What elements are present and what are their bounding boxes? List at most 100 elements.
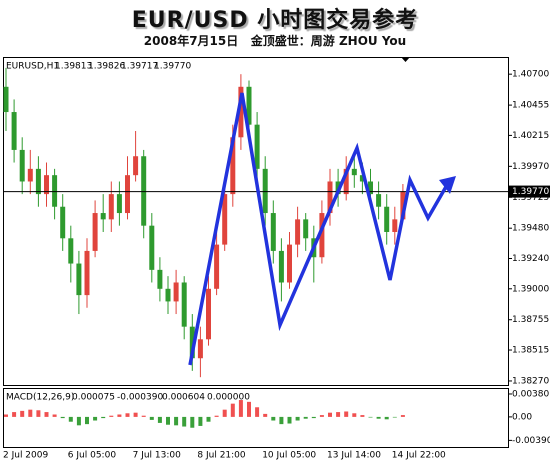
macd-bar [28, 409, 33, 417]
macd-bar [384, 416, 389, 420]
macd-bar [198, 416, 203, 426]
candle-body [295, 219, 301, 245]
macd-bar [141, 415, 146, 417]
candle-body [19, 149, 25, 182]
y-tick-label: 1.38515 [512, 346, 549, 356]
candle-body [262, 168, 268, 214]
title: EUR/USD 小时图交易参考 [131, 8, 419, 33]
candle-body [60, 206, 66, 239]
macd-bar [125, 413, 130, 417]
candle-body [100, 213, 106, 220]
candle-body [368, 181, 373, 195]
macd-bar [230, 403, 235, 417]
shift-marker [401, 57, 410, 62]
x-tick-label: 2 Jul 2009 [3, 451, 48, 461]
macd-bar [279, 416, 284, 425]
candle-body [35, 168, 41, 195]
macd-bar [85, 416, 89, 425]
candle-body [157, 269, 163, 289]
macd-bar [255, 407, 260, 417]
candle-body [108, 194, 114, 220]
macd-bar [376, 416, 381, 419]
candle-body [125, 175, 130, 214]
macd-bar [319, 415, 324, 417]
candle-body [11, 112, 17, 150]
y-tick-label: 1.39970 [512, 162, 549, 172]
macd-bar [20, 410, 25, 417]
candle-body [222, 194, 228, 245]
candle-body [327, 181, 333, 214]
macd-bar [400, 415, 405, 417]
ohlc-header: 1.39717 [121, 62, 158, 72]
macd-header-value: 0.000075 [72, 393, 115, 403]
macd-bar [117, 414, 122, 417]
candle-body [303, 219, 309, 239]
macd-bar [190, 416, 195, 428]
y-tick-label: 0.003807 [512, 389, 550, 399]
macd-bar [36, 410, 41, 417]
macd-bar [328, 412, 332, 417]
candle-body [230, 137, 236, 195]
macd-bar [76, 416, 81, 426]
macd-bar [303, 416, 308, 419]
candle-body [116, 194, 122, 214]
macd-bar [368, 416, 373, 418]
candle-body [44, 175, 49, 195]
candle-body [149, 225, 155, 270]
main-panel [3, 57, 509, 386]
macd-bar [109, 415, 114, 417]
y-tick-label: 1.39240 [512, 254, 549, 264]
last-price-label: 1.39770 [512, 187, 549, 197]
x-tick-label: 10 Jul 05:00 [262, 451, 316, 461]
candle-body [84, 250, 90, 296]
macd-bar [295, 416, 300, 421]
macd-bar [101, 416, 106, 419]
macd-header-value: 0.000000 [207, 393, 250, 403]
macd-bar [133, 412, 138, 417]
last-price-box [508, 185, 550, 198]
y-tick-label: 1.40700 [512, 70, 549, 80]
macd-bar [344, 411, 349, 417]
ohlc-header: 1.39826 [88, 62, 125, 72]
plot-area: 1.40700 1.40455 1.40215 1.39970 1.39725 1.394… [3, 62, 550, 461]
candle-body [392, 219, 398, 232]
symbol-header: EURUSD,H1 [6, 62, 59, 72]
candle-body [343, 168, 349, 195]
x-tick-label: 7 Jul 13:00 [133, 451, 182, 461]
macd-bar [149, 416, 154, 420]
macd-bar [157, 416, 162, 423]
y-tick-label: 1.39000 [512, 284, 549, 294]
ohlc-header: 1.39813 [55, 62, 92, 72]
macd-header-value: 0.000604 [162, 393, 205, 403]
candle-body [214, 244, 220, 289]
macd-bar [214, 415, 219, 417]
macd-header-value: -0.000390 [117, 393, 163, 403]
macd-header: MACD(12,26,9) [6, 393, 74, 403]
candle-body [133, 156, 139, 176]
candle-body [181, 282, 187, 327]
macd-bar [311, 416, 316, 419]
x-tick-label: 6 Jul 05:00 [68, 451, 117, 461]
y-tick-label: 1.38270 [512, 376, 549, 386]
candle-body [3, 86, 9, 113]
candle-body [238, 86, 244, 138]
candle-body [141, 156, 147, 226]
macd-bar [392, 416, 397, 418]
y-tick-label: 1.38755 [512, 315, 549, 325]
macd-bar [352, 413, 357, 417]
candle-body [287, 244, 292, 283]
macd-bar [44, 412, 49, 417]
candle-body [246, 86, 252, 125]
macd-bar [247, 401, 251, 417]
trend-annotation [188, 92, 449, 366]
y-tick-label: 1.40215 [512, 131, 549, 141]
macd-bar [263, 413, 268, 417]
arrow-head [439, 176, 456, 194]
candle-body [189, 326, 195, 359]
macd-bar [222, 409, 227, 417]
x-tick-label: 13 Jul 14:00 [327, 451, 381, 461]
macd-bar [4, 414, 8, 417]
macd-bar [271, 416, 276, 421]
